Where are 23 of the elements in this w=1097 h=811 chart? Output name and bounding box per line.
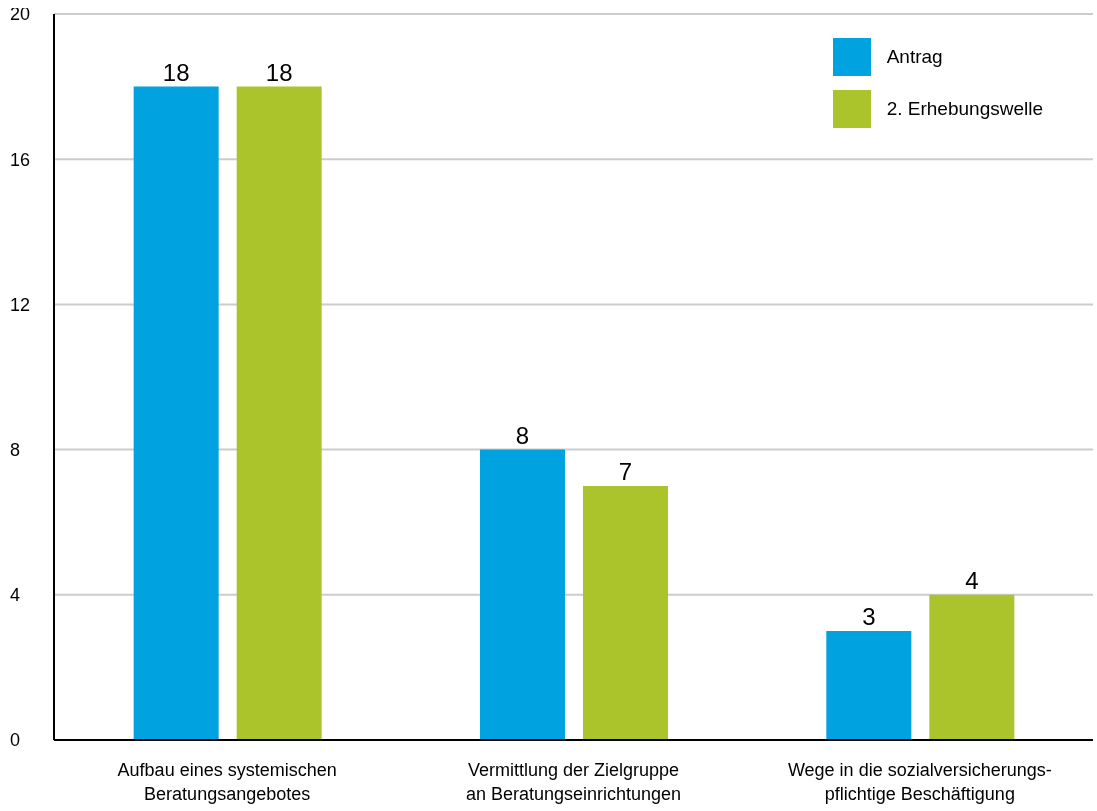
- x-tick-label: Wege in die sozialversicherungs- pflichtige Beschäftigung: [787, 760, 1052, 804]
- bar: [236, 86, 322, 740]
- y-tick-label: 12: [10, 294, 31, 315]
- data-label: 7: [618, 457, 633, 485]
- y-tick-label: 8: [10, 439, 21, 460]
- y-tick-label: 4: [10, 585, 21, 606]
- bar: [479, 449, 565, 740]
- bar: [582, 485, 668, 740]
- x-tick-label: Vermittlung der Zielgruppe an Beratungseinrichtungen: [465, 760, 682, 804]
- bar: [133, 86, 219, 740]
- data-label: 18: [162, 58, 190, 86]
- data-label: 18: [265, 58, 293, 86]
- y-tick-label: 20: [10, 4, 31, 25]
- data-label: 4: [965, 566, 979, 594]
- bar: [826, 631, 912, 740]
- x-tick-label: Aufbau eines systemischen Beratungsangebotes: [117, 760, 337, 804]
- y-tick-label: 16: [10, 149, 31, 170]
- legend-label: 2. Erhebungswelle: [886, 98, 1043, 120]
- legend-label: Antrag: [886, 46, 943, 68]
- data-label: 3: [862, 603, 876, 631]
- bar: [929, 594, 1015, 740]
- y-tick-label: 0: [10, 730, 21, 751]
- data-label: 8: [515, 421, 530, 449]
